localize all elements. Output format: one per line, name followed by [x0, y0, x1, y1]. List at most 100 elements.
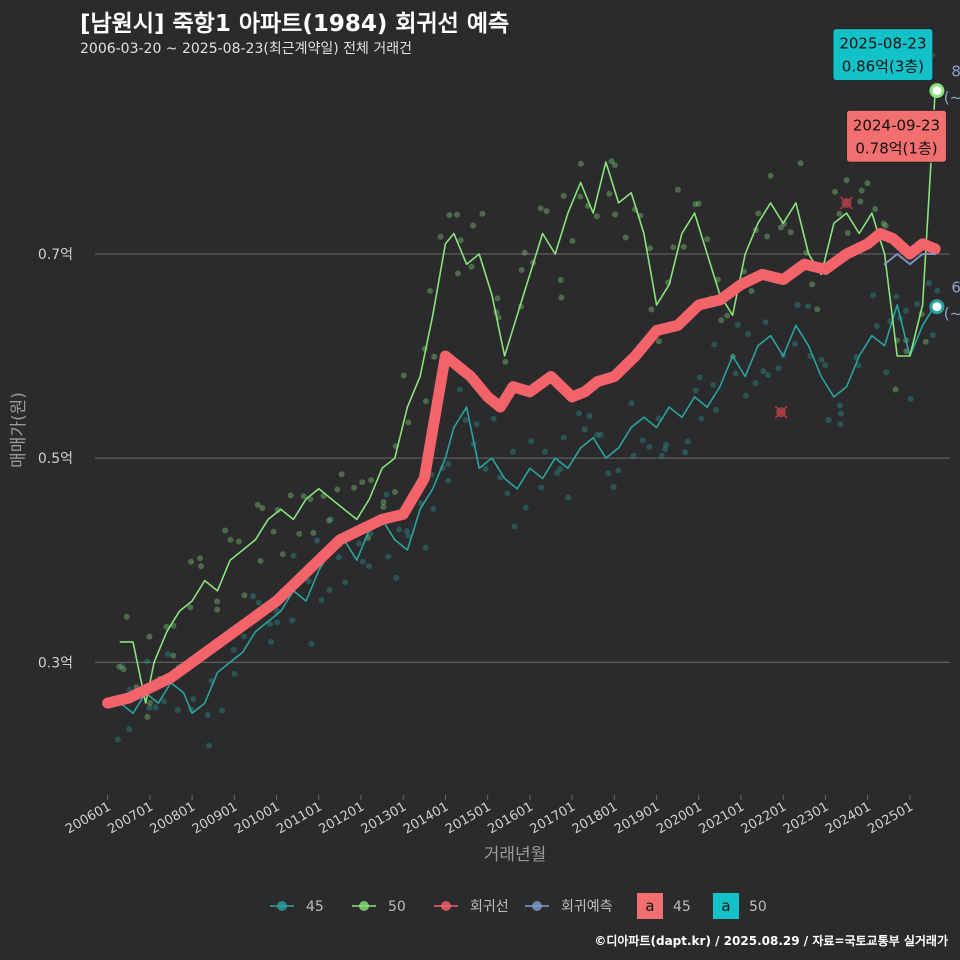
- scatter-point: [557, 277, 564, 284]
- scatter-point: [837, 410, 844, 417]
- scatter-point: [929, 332, 936, 339]
- scatter-point: [497, 474, 504, 481]
- scatter-point: [326, 517, 333, 524]
- scatter-point: [844, 230, 851, 237]
- scatter-point: [327, 516, 334, 523]
- legend-label-2: 50: [388, 899, 406, 915]
- scatter-point: [611, 162, 618, 169]
- scatter-point: [227, 536, 234, 543]
- scatter-point: [752, 380, 759, 387]
- scatter-point: [777, 224, 784, 231]
- scatter-point: [504, 490, 511, 497]
- scatter-point: [543, 208, 550, 215]
- scatter-point: [405, 532, 412, 539]
- legend-label-1: 45: [306, 899, 324, 915]
- end-point-1: [929, 83, 945, 99]
- scatter-point: [403, 528, 410, 535]
- scatter-point: [712, 407, 719, 414]
- scatter-point: [456, 386, 463, 393]
- scatter-point: [430, 505, 437, 512]
- scatter-point: [537, 205, 544, 212]
- x-tick-label: 201901: [612, 799, 662, 837]
- scatter-point: [368, 476, 375, 483]
- scatter-point: [457, 237, 464, 244]
- scatter-point: [146, 704, 153, 711]
- end-label-area: (~45㎡): [944, 305, 960, 323]
- scatter-point: [528, 438, 535, 445]
- y-tick-label: 0.7억: [38, 247, 73, 263]
- scatter-point: [837, 421, 844, 428]
- scatter-point: [454, 211, 461, 218]
- scatter-point: [855, 362, 862, 369]
- scatter-point: [326, 586, 333, 593]
- chart-title: [남원시] 죽항1 아파트(1984) 회귀선 예측: [80, 11, 510, 37]
- scatter-point: [400, 372, 407, 379]
- scatter-point: [230, 646, 237, 653]
- x-tick-label: 201501: [443, 799, 493, 837]
- scatter-point: [204, 711, 211, 718]
- scatter-point: [396, 526, 403, 533]
- scatter-point: [765, 372, 772, 379]
- scatter-point: [870, 292, 877, 299]
- series-line-4: [883, 253, 937, 266]
- scatter-point: [577, 193, 584, 200]
- scatter-point: [836, 402, 843, 409]
- scatter-point: [882, 222, 889, 229]
- x-axis-label: 거래년월: [484, 845, 547, 865]
- scatter-point: [197, 555, 204, 562]
- scatter-point: [426, 287, 433, 294]
- scatter-point: [775, 365, 782, 372]
- scatter-point: [648, 306, 655, 313]
- scatter-point: [615, 467, 622, 474]
- series-line-1: [119, 304, 937, 715]
- scatter-point: [462, 417, 469, 424]
- scatter-point: [255, 599, 262, 606]
- scatter-point: [116, 663, 123, 670]
- scatter-point: [431, 353, 438, 360]
- scatter-point: [692, 387, 699, 394]
- scatter-point: [257, 557, 264, 564]
- scatter-point: [718, 317, 725, 324]
- legend-key-point: [277, 901, 287, 911]
- x-tick-label: 201401: [401, 799, 451, 837]
- scatter-point: [235, 538, 242, 545]
- scatter-point: [359, 558, 366, 565]
- scatter-point: [662, 446, 669, 453]
- legend-label-5: 45: [673, 899, 691, 915]
- scatter-point: [541, 448, 548, 455]
- scatter-point: [144, 713, 151, 720]
- scatter-point: [809, 281, 816, 288]
- scatter-point: [511, 523, 518, 530]
- scatter-point: [922, 338, 929, 345]
- scatter-point: [630, 452, 637, 459]
- scatter-point: [748, 287, 755, 294]
- scatter-point: [655, 338, 662, 345]
- scatter-point: [925, 280, 932, 287]
- scatter-point: [454, 270, 461, 277]
- scatter-point: [843, 177, 850, 184]
- scatter-point: [305, 578, 312, 585]
- scatter-point: [338, 471, 345, 478]
- scatter-point: [380, 503, 387, 510]
- x-tick-label: 201301: [359, 799, 409, 837]
- scatter-point: [612, 211, 619, 218]
- scatter-point: [437, 233, 444, 240]
- scatter-point: [259, 505, 266, 512]
- scatter-point: [197, 563, 204, 570]
- scatter-point: [913, 300, 920, 307]
- scatter-point: [274, 506, 281, 513]
- legend-label-4: 회귀예측: [561, 899, 613, 915]
- scatter-point: [144, 658, 151, 665]
- scatter-point: [794, 302, 801, 309]
- scatter-point: [422, 544, 429, 551]
- scatter-point: [509, 448, 516, 455]
- legend-key-point: [532, 901, 542, 911]
- x-tick-label: 202001: [654, 799, 704, 837]
- scatter-point: [188, 558, 195, 565]
- scatter-point: [755, 210, 762, 217]
- legend-label-3: 회귀선: [470, 899, 509, 915]
- scatter-point: [422, 398, 429, 405]
- scatter-point: [502, 358, 509, 365]
- scatter-point: [274, 619, 281, 626]
